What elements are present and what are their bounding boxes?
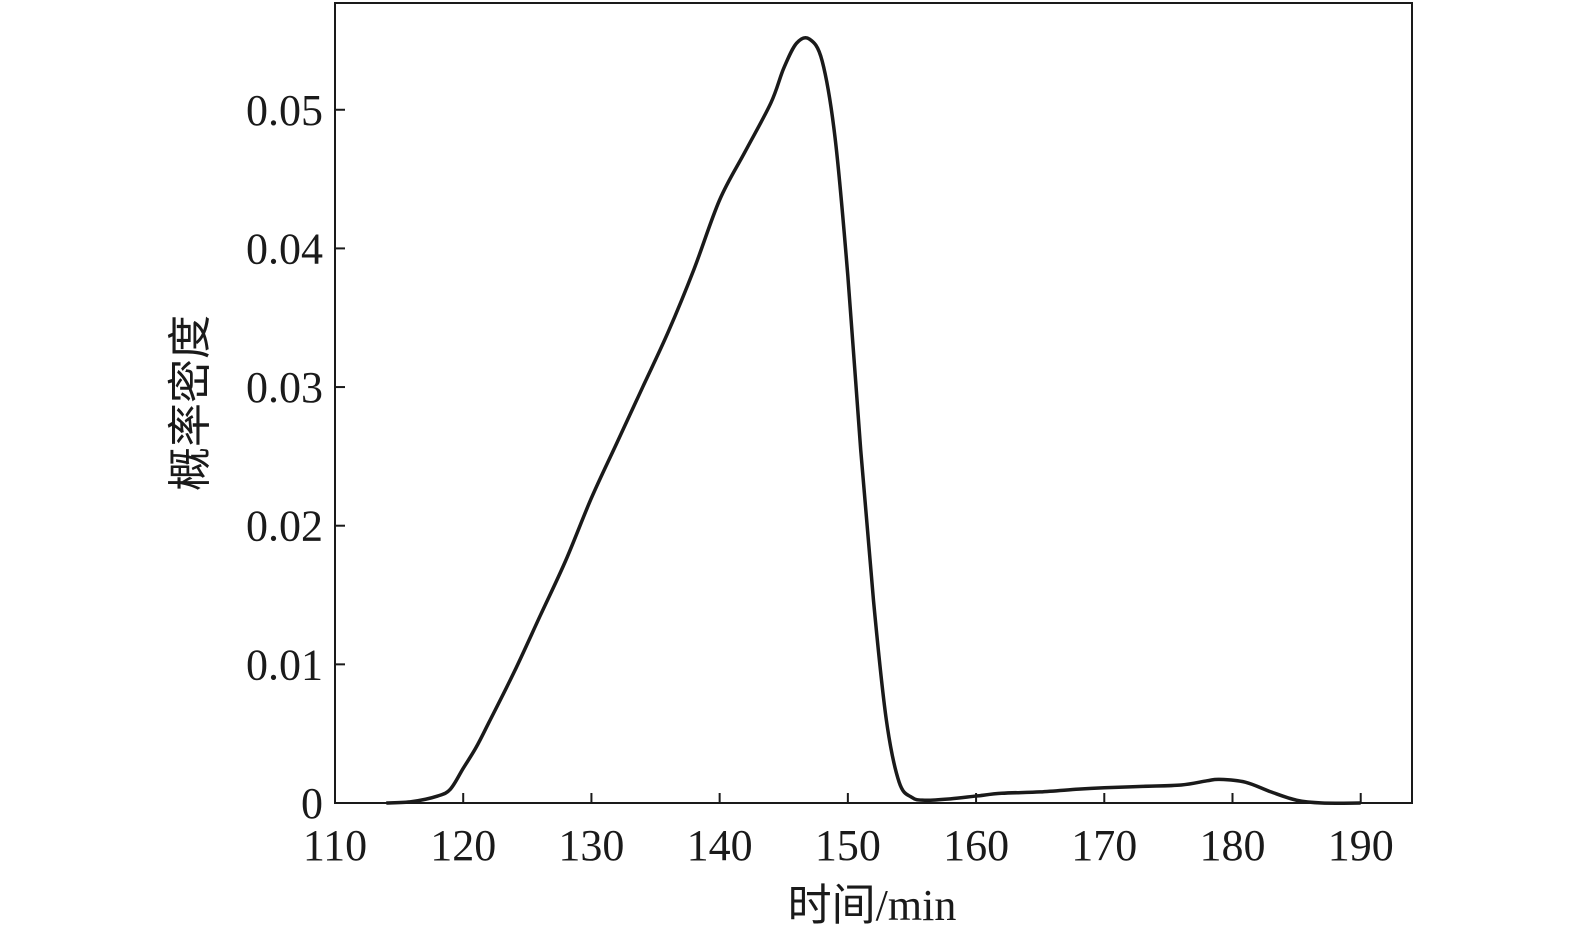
x-tick-label: 170: [1071, 821, 1137, 870]
y-tick-label: 0.01: [246, 640, 323, 689]
x-tick-label: 190: [1328, 821, 1394, 870]
x-tick-label: 110: [303, 821, 367, 870]
x-tick-label: 150: [815, 821, 881, 870]
y-tick-label: 0.04: [246, 224, 323, 273]
y-tick-label: 0: [301, 779, 323, 828]
density-line: [386, 35, 1361, 805]
y-tick-label: 0.02: [246, 502, 323, 551]
x-tick-label: 160: [943, 821, 1009, 870]
y-tick-label: 0.05: [246, 86, 323, 135]
x-tick-label: 180: [1200, 821, 1266, 870]
x-tick-label: 140: [687, 821, 753, 870]
x-tick-label: 120: [430, 821, 496, 870]
x-axis-label: 时间/min: [788, 881, 957, 930]
plot-frame: [334, 2, 1413, 804]
y-axis-label: 概率密度: [166, 315, 215, 491]
y-tick-label: 0.03: [246, 363, 323, 412]
x-tick-label: 130: [558, 821, 624, 870]
